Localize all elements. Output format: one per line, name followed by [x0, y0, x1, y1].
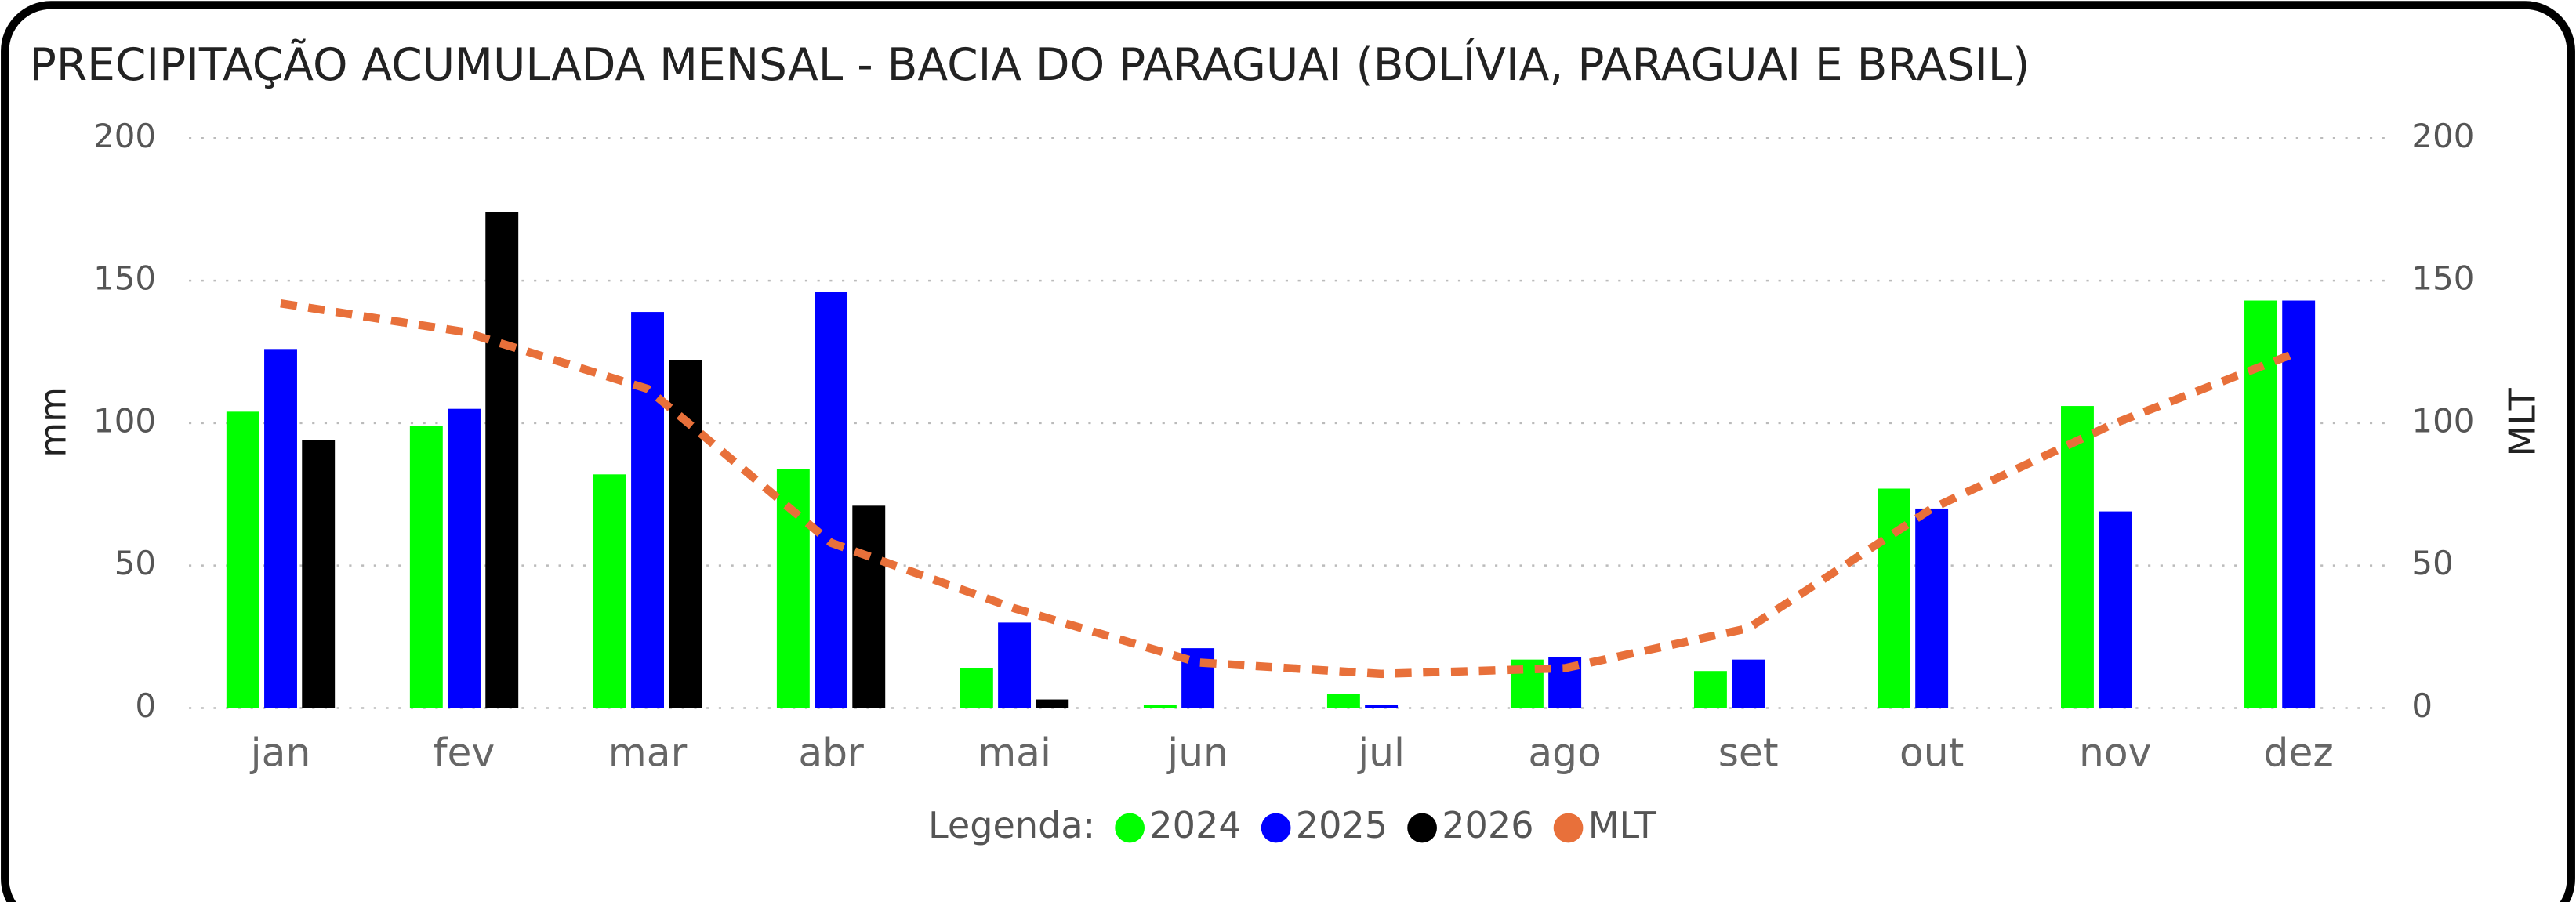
- bar: [776, 469, 810, 708]
- bar: [631, 312, 664, 708]
- y-tick-label: 100: [93, 401, 156, 440]
- bar: [1143, 705, 1177, 708]
- bar: [1036, 699, 1069, 708]
- bar: [264, 349, 297, 708]
- bar: [2099, 511, 2132, 708]
- x-tick-label: jun: [1166, 730, 1228, 776]
- y2-tick-label: 50: [2411, 544, 2453, 582]
- legend-label: 2024: [1149, 804, 1241, 846]
- x-tick-label: ago: [1528, 730, 1602, 776]
- bar: [2061, 406, 2094, 708]
- bar: [302, 440, 336, 708]
- bar: [852, 505, 886, 708]
- x-tick-label: mar: [608, 730, 688, 776]
- bar: [960, 668, 993, 708]
- bar: [2244, 300, 2277, 708]
- bar: [815, 292, 848, 708]
- bar: [998, 622, 1032, 708]
- y-tick-label: 150: [93, 259, 156, 298]
- line-series: [280, 299, 2301, 679]
- bar: [226, 411, 259, 708]
- bar: [1877, 488, 1910, 708]
- bar: [1915, 508, 1949, 708]
- legend-marker: [1261, 813, 1291, 843]
- legend-label: MLT: [1588, 804, 1657, 846]
- legend-title: Legenda:: [928, 804, 1095, 846]
- y2-tick-label: 150: [2411, 259, 2474, 298]
- legend-marker: [1407, 813, 1437, 843]
- x-tick-label: out: [1899, 730, 1964, 776]
- y2-tick-label: 100: [2411, 401, 2474, 440]
- bar: [2282, 300, 2316, 708]
- x-tick-label: jul: [1357, 730, 1405, 776]
- bar: [593, 474, 626, 708]
- x-tick-label: dez: [2264, 730, 2334, 776]
- y2-axis-label: MLT: [2502, 387, 2544, 456]
- bar: [669, 360, 702, 708]
- x-tick-label: abr: [798, 730, 864, 776]
- bar: [1326, 694, 1360, 708]
- bar: [1365, 705, 1399, 708]
- bar: [409, 426, 443, 708]
- x-tick-label: jan: [250, 730, 311, 776]
- x-tick-label: fev: [434, 730, 495, 776]
- chart-title: PRECIPITAÇÃO ACUMULADA MENSAL - BACIA DO…: [30, 38, 2030, 91]
- y2-tick-label: 0: [2411, 686, 2433, 725]
- y2-tick-label: 200: [2411, 117, 2474, 155]
- y-tick-label: 200: [93, 117, 156, 155]
- bar: [485, 212, 519, 708]
- bar: [448, 408, 481, 708]
- x-tick-label: set: [1718, 730, 1779, 776]
- legend-label: 2025: [1296, 804, 1388, 846]
- y-axis-label: mm: [32, 387, 74, 458]
- bar: [1732, 659, 1765, 708]
- bar: [1693, 671, 1727, 708]
- x-tick-label: mai: [978, 730, 1051, 776]
- y-tick-label: 50: [114, 544, 156, 582]
- y-tick-label: 0: [135, 686, 156, 725]
- legend-marker: [1115, 813, 1145, 843]
- x-tick-label: nov: [2079, 730, 2151, 776]
- legend-label: 2026: [1442, 804, 1533, 846]
- legend-marker: [1553, 813, 1584, 843]
